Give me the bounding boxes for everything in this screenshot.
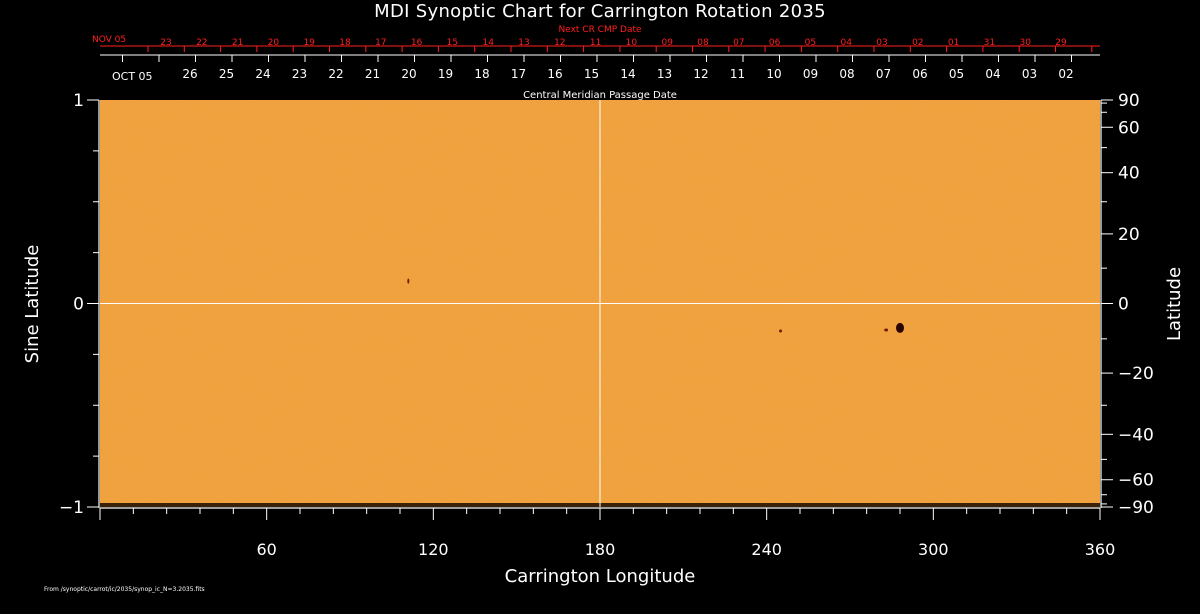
next-cr-month-label: NOV 05: [92, 35, 126, 45]
next-cr-label: Next CR CMP Date: [558, 25, 642, 35]
next-cr-label: 10: [626, 38, 638, 48]
y-right-tick-label: −90: [1118, 498, 1154, 518]
next-cr-label: 22: [196, 38, 207, 48]
top-date-label: 02: [1058, 67, 1073, 81]
top-axis-month-label: OCT 05: [112, 70, 153, 83]
y-right-tick-label: −60: [1118, 471, 1154, 491]
x-tick-label: 120: [418, 540, 449, 559]
top-date-label: 10: [766, 67, 781, 81]
top-date-label: 06: [912, 67, 927, 81]
next-cr-label: 03: [876, 38, 887, 48]
top-date-label: 09: [803, 67, 818, 81]
y-left-tick-label: 1: [73, 91, 84, 111]
top-date-label: 15: [584, 67, 599, 81]
top-date-label: 23: [292, 67, 307, 81]
next-cr-label: 08: [697, 38, 709, 48]
top-date-label: 08: [839, 67, 854, 81]
top-date-label: 26: [182, 67, 197, 81]
x-tick-label: 240: [751, 540, 782, 559]
y-left-tick-label: 0: [73, 295, 84, 315]
chart-labels: Carrington Longitude Sine Latitude Latit…: [22, 25, 1185, 587]
y-right-tick-label: 90: [1118, 91, 1140, 111]
top-date-label: 03: [1022, 67, 1037, 81]
y-right-tick-label: −20: [1118, 364, 1154, 384]
next-cr-label: 23: [160, 38, 171, 48]
next-cr-label: 11: [590, 38, 601, 48]
chart-title: MDI Synoptic Chart for Carrington Rotati…: [374, 1, 826, 22]
top-date-label: 12: [693, 67, 708, 81]
top-date-label: 05: [949, 67, 964, 81]
x-tick-label: 180: [585, 540, 616, 559]
source-file-footer: From /synoptic/carrot/ic/2035/synop_ic_N…: [44, 586, 205, 593]
top-date-label: 07: [876, 67, 891, 81]
sunspot-feature: [407, 278, 410, 284]
top-date-label: 21: [365, 67, 380, 81]
next-cr-label: 01: [948, 38, 959, 48]
top-date-label: 25: [219, 67, 234, 81]
y-right-tick-label: 40: [1118, 164, 1140, 184]
y-axis-right-label: Latitude: [1164, 267, 1185, 341]
next-cr-label: 04: [840, 38, 852, 48]
next-cr-label: 20: [268, 38, 280, 48]
top-date-label: 18: [474, 67, 489, 81]
top-date-label: 16: [547, 67, 562, 81]
top-date-label: 20: [401, 67, 416, 81]
y-right-tick-label: 60: [1118, 118, 1140, 138]
top-axis-label: Central Meridian Passage Date: [523, 90, 677, 101]
next-cr-label: 05: [805, 38, 816, 48]
next-cr-label: 18: [339, 38, 351, 48]
next-cr-label: 02: [912, 38, 923, 48]
x-tick-label: 360: [1085, 540, 1116, 559]
next-cr-label: 07: [733, 38, 744, 48]
y-right-tick-label: −40: [1118, 425, 1154, 445]
y-axis-left-label: Sine Latitude: [22, 245, 43, 364]
x-axis-label: Carrington Longitude: [505, 566, 696, 587]
next-cr-label: 09: [661, 38, 673, 48]
sunspot-feature: [779, 329, 783, 333]
x-tick-label: 300: [918, 540, 949, 559]
top-date-label: 22: [328, 67, 343, 81]
next-cr-label: 12: [554, 38, 565, 48]
y-left-tick-label: −1: [59, 498, 84, 518]
top-date-label: 17: [511, 67, 526, 81]
top-date-label: 13: [657, 67, 672, 81]
x-tick-label: 60: [256, 540, 276, 559]
next-cr-label: 16: [411, 38, 423, 48]
sunspot-feature: [884, 328, 889, 332]
next-cr-label: 21: [232, 38, 243, 48]
next-cr-label: 13: [518, 38, 529, 48]
top-date-label: 14: [620, 67, 635, 81]
top-date-label: 11: [730, 67, 745, 81]
next-cr-label: 14: [482, 38, 494, 48]
next-cr-label: 19: [303, 38, 315, 48]
chart-axes: 60 120 180 240 300 36010−1906040200−20−40−60−…: [59, 38, 1154, 559]
y-right-tick-label: 0: [1118, 295, 1129, 315]
next-cr-label: 17: [375, 38, 386, 48]
next-cr-label: 29: [1055, 38, 1067, 48]
next-cr-label: 30: [1019, 38, 1031, 48]
next-cr-label: 15: [447, 38, 458, 48]
top-date-label: 24: [255, 67, 270, 81]
next-cr-label: 31: [984, 38, 995, 48]
top-date-label: 19: [438, 67, 453, 81]
top-date-label: 04: [985, 67, 1000, 81]
sunspot-feature: [896, 322, 904, 333]
next-cr-label: 06: [769, 38, 781, 48]
y-right-tick-label: 20: [1118, 225, 1140, 245]
magnetogram-map: [100, 100, 1100, 507]
